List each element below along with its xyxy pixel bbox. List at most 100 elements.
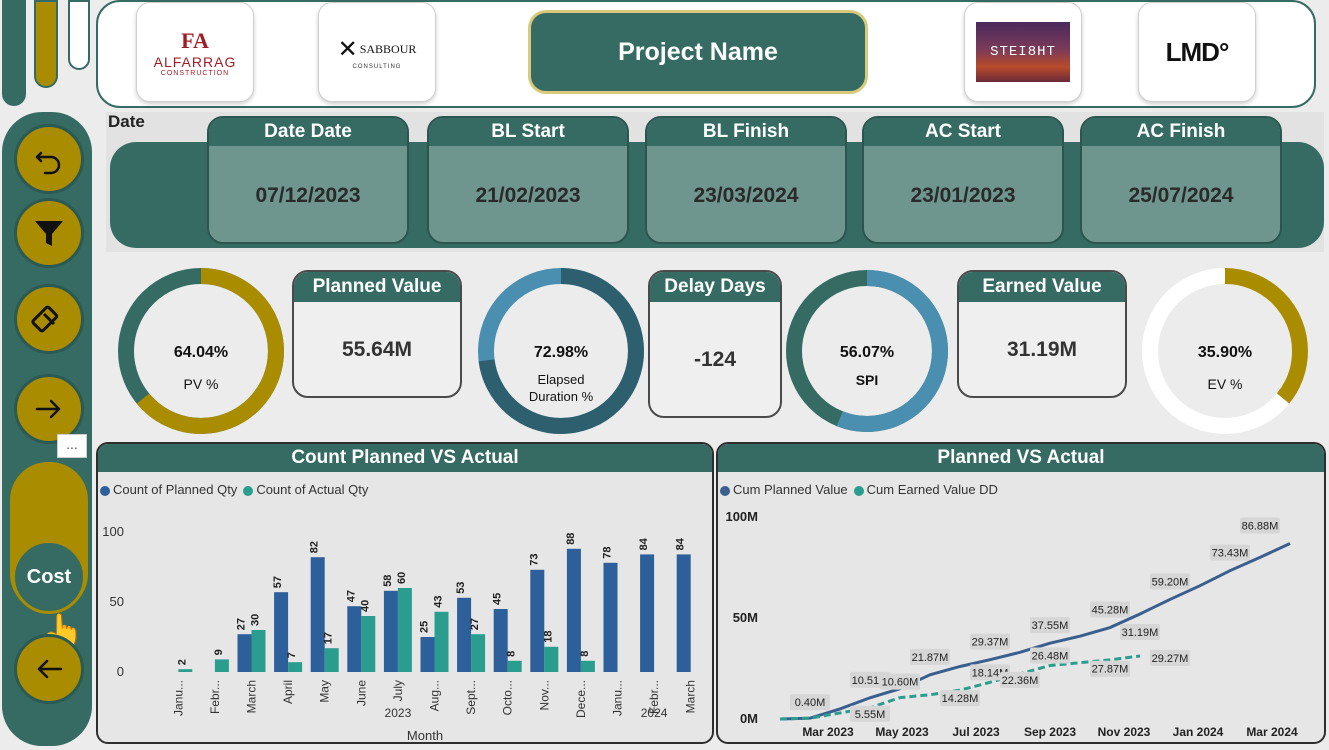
y-tick-label: 0	[117, 664, 124, 679]
x-tick-label: March	[245, 680, 259, 713]
rail-top-bar	[2, 0, 26, 106]
bar-data-label: 78	[602, 547, 614, 559]
delay-days-card: Delay Days -124	[648, 270, 782, 418]
x-tick-label: July	[391, 680, 405, 701]
sabbour-logo: ✕ SABBOUR CONSULTING	[318, 2, 436, 102]
data-label-box	[1240, 517, 1280, 534]
previous-page-button[interactable]	[14, 634, 84, 704]
data-label: 31.19M	[1122, 627, 1159, 639]
bar-data-label: 58	[382, 575, 394, 587]
data-label-box	[790, 694, 830, 711]
bar-data-label: 84	[675, 537, 687, 550]
bar	[457, 597, 472, 672]
filter-icon	[35, 221, 63, 246]
legend-item-planned[interactable]: Count of Planned Qty	[100, 482, 237, 497]
next-page-button[interactable]	[14, 374, 84, 444]
alfarrag-logo: FA ALFARRAG CONSTRUCTION	[136, 2, 254, 102]
bar	[530, 569, 545, 672]
data-label-box	[970, 633, 1010, 650]
y-tick-label: 0M	[740, 711, 758, 726]
planned-value-label: Planned Value	[294, 272, 460, 302]
bar	[420, 637, 435, 672]
rail-white-pill[interactable]	[68, 0, 90, 70]
filter-button[interactable]	[14, 198, 84, 268]
date-card-value: 07/12/2023	[255, 184, 361, 207]
legend-item-cum-planned[interactable]: Cum Planned Value	[720, 482, 848, 497]
data-label: 73.43M	[1212, 548, 1249, 560]
spi-donut: 56.07% SPI	[784, 266, 950, 436]
bar-data-label: 84	[638, 537, 650, 550]
bar	[397, 588, 412, 672]
bar	[640, 554, 655, 672]
data-label: 59.20M	[1152, 576, 1189, 588]
data-label: 10.51M	[852, 675, 889, 687]
bar-data-label: 43	[433, 596, 445, 608]
cost-button[interactable]: Cost	[12, 540, 86, 614]
x-tick-label: Febr...	[208, 680, 222, 714]
series-line	[779, 654, 1141, 721]
sabbour-text: SABBOUR	[359, 41, 417, 56]
bar	[383, 590, 398, 672]
ring-fill	[786, 270, 948, 432]
clear-filter-button[interactable]	[14, 284, 84, 354]
data-label: 5.55M	[855, 709, 886, 721]
bar	[434, 611, 449, 672]
data-label: 86.88M	[1242, 521, 1279, 533]
eraser-icon	[31, 305, 59, 333]
x-axis-title: Month	[407, 728, 443, 743]
bar	[274, 592, 289, 672]
data-label-box	[1120, 623, 1160, 640]
data-label: 26.48M	[1032, 651, 1069, 663]
bar-data-label: 25	[419, 621, 431, 633]
x-tick-label: Sept...	[464, 680, 478, 715]
planned-value-card: Planned Value 55.64M	[292, 270, 462, 398]
legend-item-cum-earned[interactable]: Cum Earned Value DD	[853, 482, 998, 497]
rail-gold-pill[interactable]	[34, 0, 58, 88]
x-tick-label: Aug...	[428, 680, 442, 711]
date-card-label: AC Finish	[1082, 118, 1280, 146]
x-tick-label: Sep 2023	[1024, 725, 1076, 739]
bar-data-label: 30	[250, 614, 262, 626]
data-label: 22.36M	[1002, 675, 1039, 687]
data-label-box	[850, 705, 890, 722]
pv-percent-label: PV %	[183, 376, 219, 392]
data-label: 14.28M	[942, 693, 979, 705]
data-label-box	[1000, 671, 1040, 688]
y-tick-label: 50	[110, 594, 124, 609]
x-tick-label: June	[354, 680, 368, 706]
undo-button[interactable]	[14, 124, 84, 194]
data-label: 21.87M	[912, 652, 949, 664]
bar-data-label: 18	[542, 631, 554, 643]
data-label: 45.28M	[1092, 605, 1129, 617]
data-label-box	[1090, 660, 1130, 677]
date-card-ac-finish: AC Finish 25/07/2024	[1080, 116, 1282, 244]
x-tick-label: Mar 2024	[1246, 725, 1298, 739]
data-label: 10.60M	[882, 677, 919, 689]
alfarrag-text: ALFARRAG	[153, 53, 237, 70]
more-options-button[interactable]: ...	[57, 434, 87, 458]
spi-label: SPI	[855, 372, 879, 388]
legend-item-actual[interactable]: Count of Actual Qty	[243, 482, 368, 497]
bar-data-label: 88	[565, 533, 577, 545]
alfarrag-mark: FA	[181, 27, 209, 53]
bar-data-label: 60	[396, 572, 408, 584]
data-label-box	[1030, 617, 1070, 634]
ring-fill	[118, 268, 284, 434]
sabbour-sub: CONSULTING	[352, 63, 402, 70]
spi-ring	[786, 270, 948, 432]
data-label: 27.87M	[1092, 664, 1129, 676]
alfarrag-sub: CONSTRUCTION	[160, 69, 230, 77]
bar	[251, 630, 266, 672]
ring-fill	[478, 268, 644, 434]
date-card-label: AC Start	[864, 118, 1062, 146]
ev-percent-label: EV %	[1207, 376, 1243, 392]
bar	[603, 562, 618, 672]
y-tick-label: 100M	[725, 509, 758, 524]
bar	[544, 646, 559, 672]
bar-data-label: 40	[359, 600, 371, 612]
ring-fill	[1142, 268, 1308, 434]
bar-data-label: 27	[469, 618, 481, 630]
sabbour-mark: ✕	[337, 35, 358, 63]
